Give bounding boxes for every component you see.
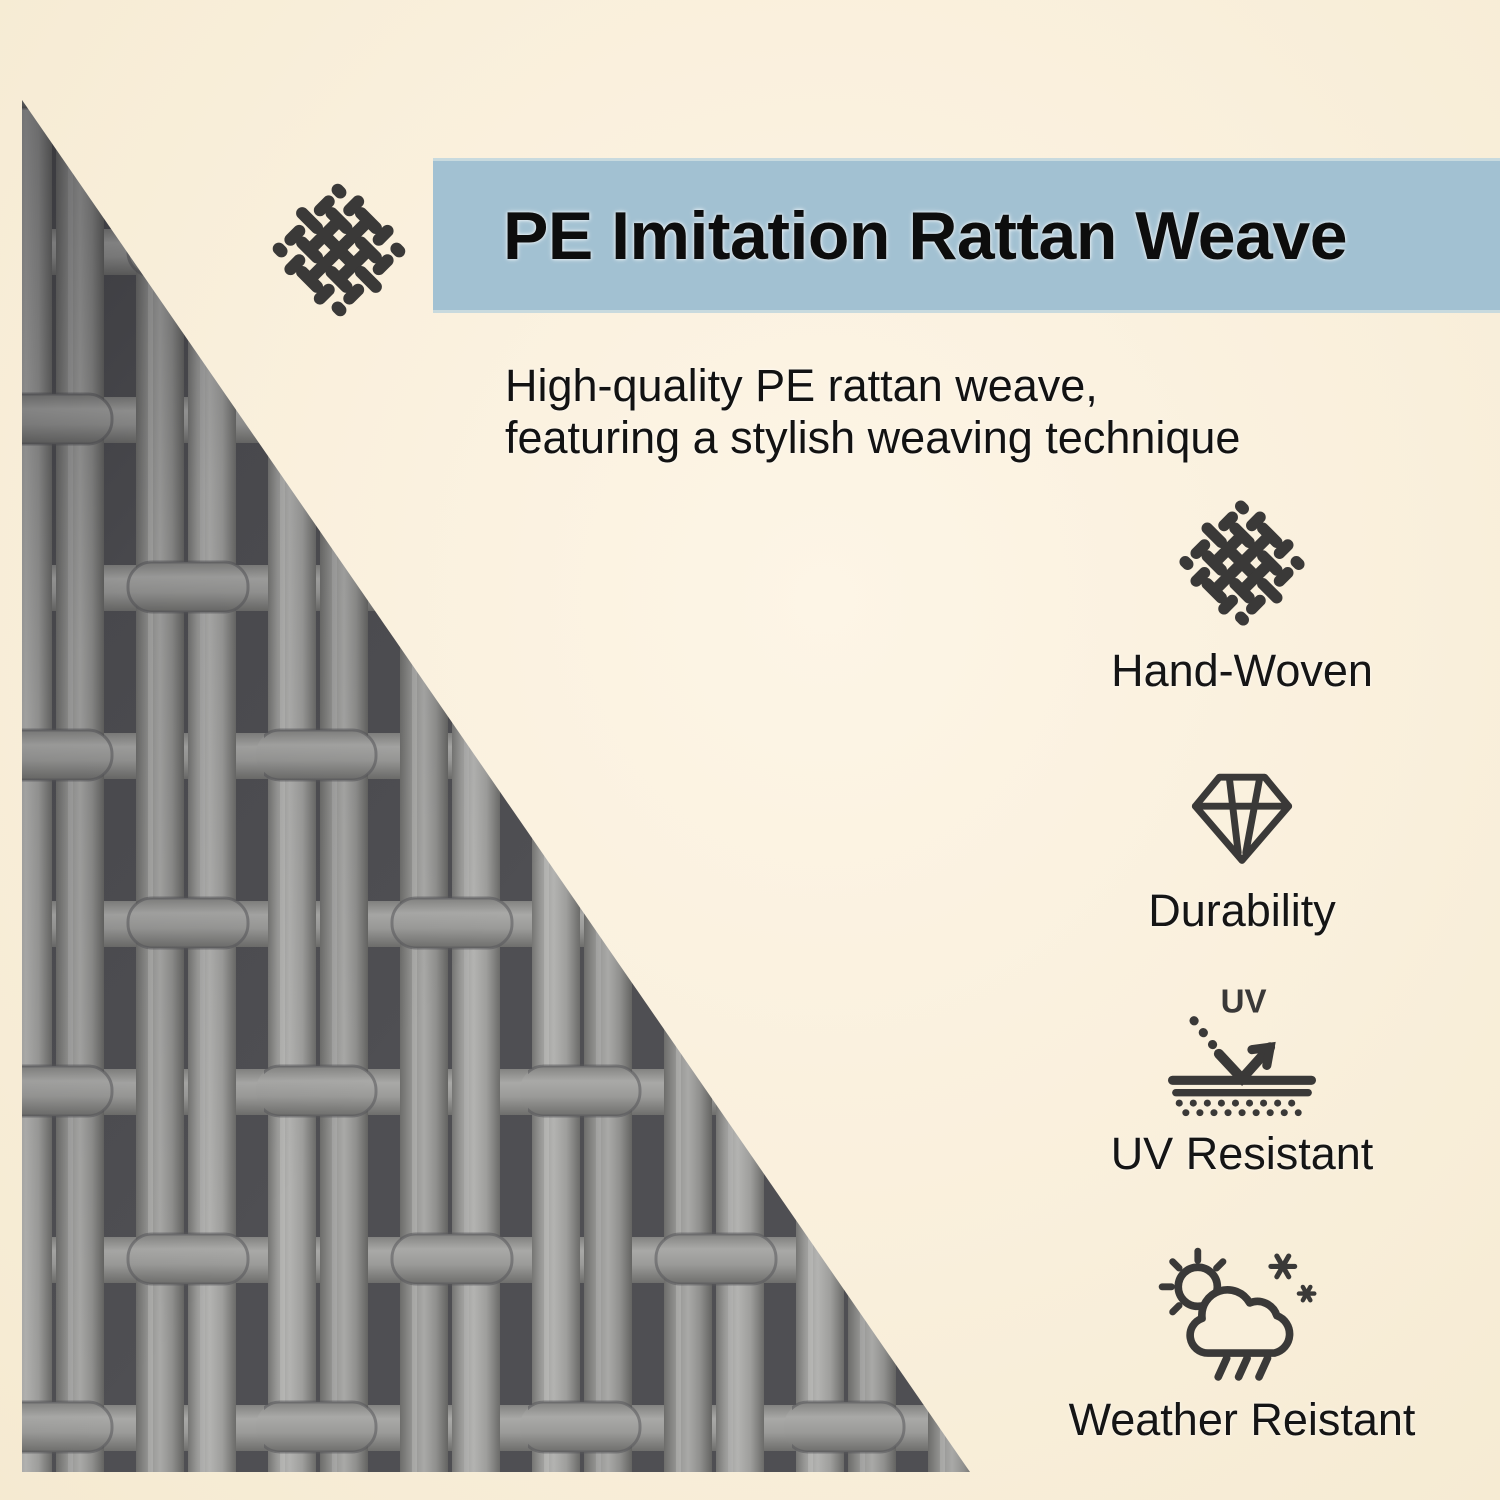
subtitle: High-quality PE rattan weave, featuring … [505,360,1240,464]
weather-sun-cloud-snow-icon [1157,1246,1327,1387]
diamond-icon [1179,762,1305,873]
uv-reflect-icon: UV [1156,983,1328,1120]
feature-label: Durability [1148,885,1336,936]
feature-item-uv-resistant: UV UV Resistant [1052,983,1432,1180]
page-title: PE Imitation Rattan Weave [503,197,1348,274]
feature-label: Hand-Woven [1111,645,1373,696]
weave-icon [1175,496,1309,635]
feature-item-hand-woven: Hand-Woven [1052,496,1432,697]
uv-icon-label: UV [1221,983,1267,1020]
feature-item-durability: Durability [1052,762,1432,937]
subtitle-line-2: featuring a stylish weaving technique [505,412,1241,463]
weave-icon [268,179,410,321]
title-banner: PE Imitation Rattan Weave [433,158,1500,313]
feature-label: UV Resistant [1110,1128,1374,1179]
feature-label: Weather Reistant [1068,1394,1416,1445]
subtitle-line-1: High-quality PE rattan weave, [505,360,1098,411]
feature-item-weather-resistant: Weather Reistant [1052,1246,1432,1446]
